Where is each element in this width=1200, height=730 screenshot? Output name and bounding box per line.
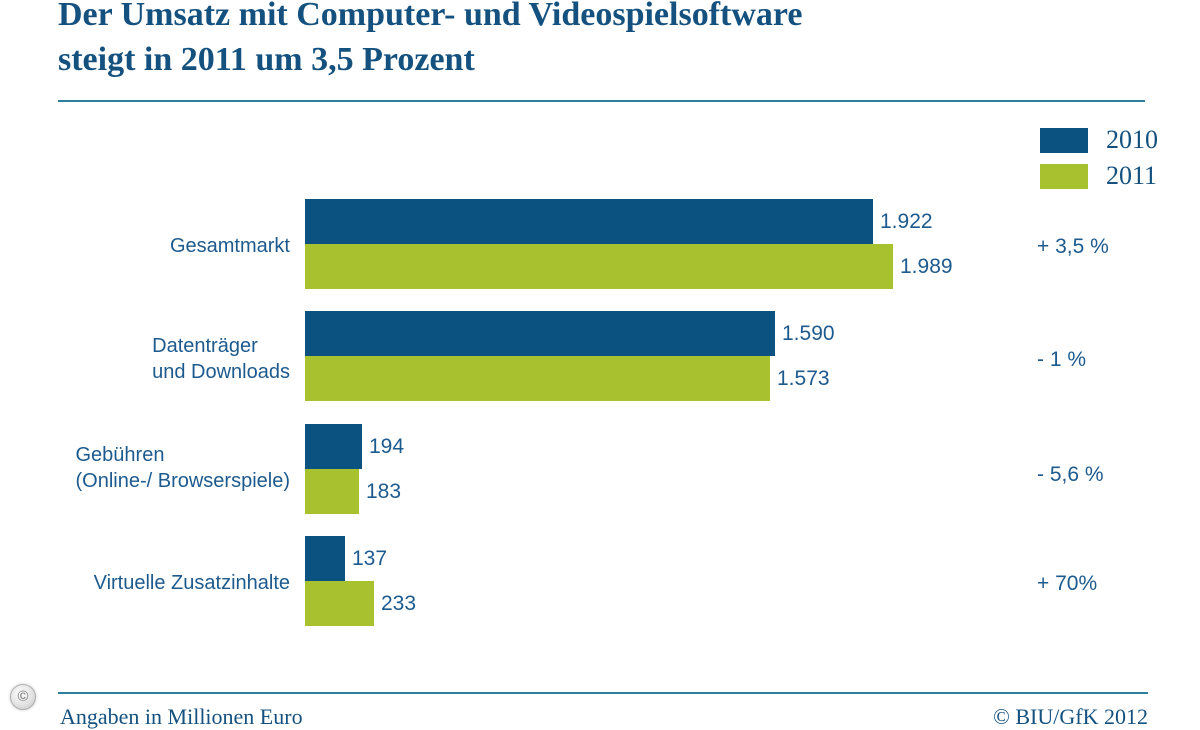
legend-label-2010: 2010 [1106, 125, 1158, 154]
change-label-datentraeger: - 1 % [1037, 348, 1087, 371]
category-line: Virtuelle Zusatzinhalte [93, 572, 290, 594]
bar-2011-zusatzinhalte [305, 581, 374, 626]
bar-2010-gesamtmarkt [305, 199, 873, 244]
value-label-2010-gesamtmarkt: 1.922 [880, 210, 933, 233]
change-label-gebuehren: - 5,6 % [1037, 463, 1104, 486]
change-label-zusatzinhalte: + 70% [1037, 572, 1098, 595]
value-label-2010-datentraeger: 1.590 [782, 322, 835, 345]
legend-swatch-2010 [1040, 127, 1088, 153]
bar-2010-datentraeger [305, 311, 775, 356]
category-line: Gebühren [75, 444, 165, 466]
top-divider [58, 100, 1145, 102]
category-line: Datenträger [152, 335, 258, 357]
legend: 2010 2011 [1040, 127, 1200, 197]
bar-2010-zusatzinhalte [305, 536, 345, 581]
value-label-2010-gebuehren: 194 [369, 435, 405, 458]
category-line: Gesamtmarkt [169, 235, 290, 257]
chart-title: Der Umsatz mit Computer- und Videospiels… [58, 0, 802, 82]
copyright-badge-icon: © [10, 684, 36, 710]
bar-2011-gebuehren [305, 469, 359, 514]
value-label-2010-zusatzinhalte: 137 [352, 547, 388, 570]
category-label-gesamtmarkt: Gesamtmarkt [0, 233, 290, 259]
value-label-2011-gebuehren: 183 [366, 480, 402, 503]
category-line: (Online-/ Browserspiele) [75, 470, 290, 492]
value-label-2011-datentraeger: 1.573 [777, 367, 830, 390]
legend-label-2011: 2011 [1106, 161, 1158, 190]
bar-2011-datentraeger [305, 356, 770, 401]
value-label-2011-zusatzinhalte: 233 [381, 592, 417, 615]
footer-unit-note: Angaben in Millionen Euro [60, 704, 303, 729]
category-label-zusatzinhalte: Virtuelle Zusatzinhalte [0, 570, 290, 596]
footer-source-credit: © BIU/GfK 2012 [993, 704, 1148, 729]
change-label-gesamtmarkt: + 3,5 % [1037, 235, 1109, 258]
chart-title-line1: Der Umsatz mit Computer- und Videospiels… [58, 0, 803, 33]
legend-item-2010: 2010 [1040, 127, 1158, 153]
category-label-gebuehren: Gebühren (Online-/ Browserspiele) [0, 442, 290, 494]
category-line: und Downloads [152, 361, 290, 383]
value-label-2011-gesamtmarkt: 1.989 [900, 255, 953, 278]
bar-2011-gesamtmarkt [305, 244, 893, 289]
legend-item-2011: 2011 [1040, 163, 1157, 189]
bar-2010-gebuehren [305, 424, 362, 469]
chart-title-line2: steigt in 2011 um 3,5 Prozent [58, 41, 475, 78]
bottom-divider [58, 692, 1148, 694]
legend-swatch-2011 [1040, 163, 1088, 189]
category-label-datentraeger: Datenträger und Downloads [0, 333, 290, 385]
